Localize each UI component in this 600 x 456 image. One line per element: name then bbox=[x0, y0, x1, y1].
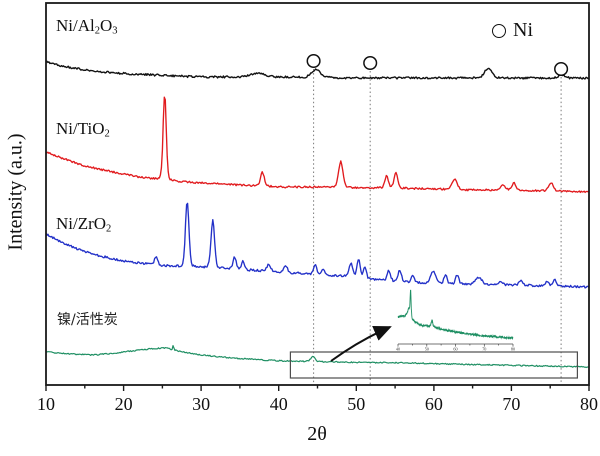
x-tick-label: 30 bbox=[192, 394, 210, 414]
xrd-curve-ni-activated-carbon bbox=[45, 345, 589, 369]
series-label-ni-tio2: Ni/TiO2 bbox=[56, 119, 110, 139]
xrd-curve-ni-al2o3 bbox=[45, 60, 590, 80]
x-tick-label: 70 bbox=[502, 394, 520, 414]
series-label-text: Ni/ZrO bbox=[56, 214, 107, 233]
x-tick-label: 80 bbox=[580, 394, 598, 414]
legend-label: Ni bbox=[513, 19, 533, 41]
xrd-curve-ni-tio2 bbox=[45, 96, 590, 194]
ni-peak-marker-icon bbox=[306, 53, 321, 69]
xrd-curve-ni-zro2 bbox=[45, 202, 590, 289]
x-tick-label: 60 bbox=[425, 394, 443, 414]
y-axis-label: Intensity (a.u.) bbox=[4, 133, 27, 251]
series-label-sub: 2 bbox=[104, 128, 110, 140]
x-tick-label: 10 bbox=[37, 394, 55, 414]
inset-x-tick-label: 80 bbox=[511, 347, 515, 352]
x-tick-label: 50 bbox=[347, 394, 365, 414]
inset-x-tick-label: 60 bbox=[453, 347, 457, 352]
series-label-sub: 3 bbox=[112, 25, 118, 37]
zoom-box bbox=[289, 351, 578, 379]
x-tick-label: 20 bbox=[115, 394, 133, 414]
series-label-sub: 2 bbox=[94, 25, 100, 37]
ni-peak-marker-icon bbox=[554, 61, 569, 77]
series-label-ni-activated-carbon: 镍/活性炭 bbox=[57, 309, 118, 329]
series-label-sub: 2 bbox=[106, 223, 112, 235]
series-label-text: Ni/TiO bbox=[56, 119, 105, 138]
zoom-arrow bbox=[330, 326, 392, 362]
series-label-ni-zro2: Ni/ZrO2 bbox=[56, 214, 111, 234]
series-label-text: Ni/Al bbox=[56, 16, 95, 35]
inset-x-tick-label: 70 bbox=[482, 347, 486, 352]
series-label-ni-al2o3: Ni/Al2O3 bbox=[56, 16, 118, 36]
inset-x-tick-label: 50 bbox=[425, 347, 429, 352]
inset-curve bbox=[397, 289, 514, 341]
x-tick-label: 40 bbox=[270, 394, 288, 414]
series-label-text: O bbox=[100, 16, 113, 35]
ni-peak-marker-icon bbox=[363, 55, 378, 71]
inset-x-tick-label: 40 bbox=[396, 347, 400, 352]
legend: Ni bbox=[492, 19, 533, 42]
x-axis-label: 2θ bbox=[307, 423, 327, 445]
ni-open-circle-icon bbox=[492, 23, 506, 38]
series-label-text: 镍/活性炭 bbox=[57, 312, 118, 328]
